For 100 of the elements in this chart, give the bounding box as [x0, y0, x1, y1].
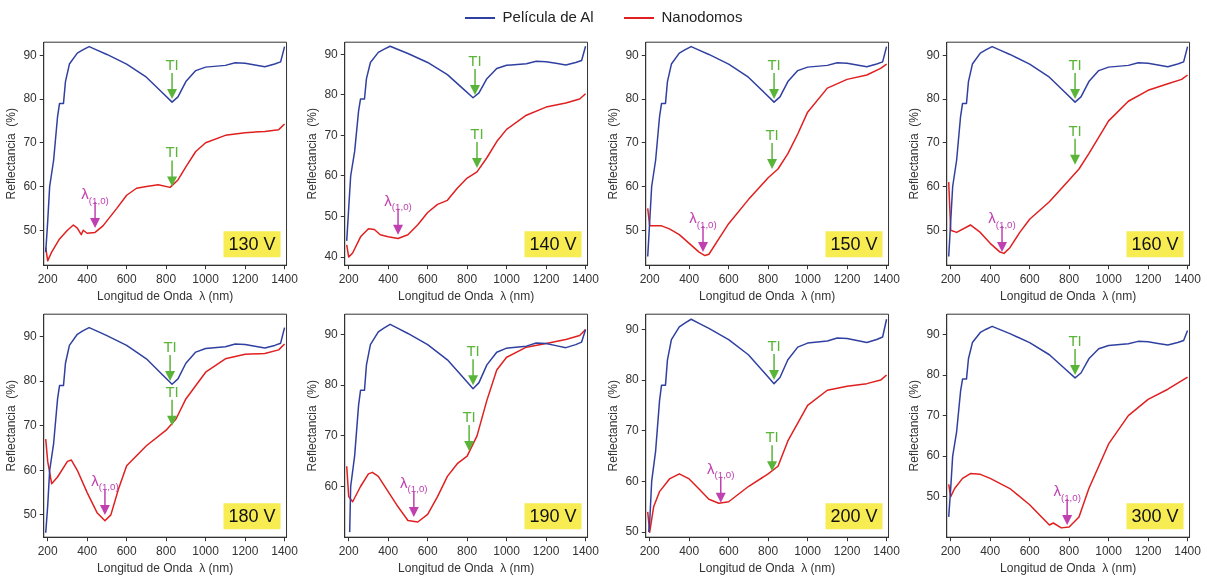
- annotation: 180 V: [228, 506, 276, 527]
- x-axis-title: Longitud de Onda λ (nm): [97, 289, 234, 304]
- x-tick-label: 1200: [833, 543, 861, 558]
- annotation: 200 V: [830, 506, 878, 527]
- x-tick-label: 1400: [271, 271, 299, 286]
- annotation: 140 V: [529, 234, 577, 255]
- y-axis-title: Reflectancia (%): [3, 380, 18, 472]
- y-tick-label: 70: [625, 423, 640, 438]
- x-tick-label: 600: [718, 543, 739, 558]
- x-axis-title: Longitud de Onda λ (nm): [97, 561, 234, 576]
- annotation: TI: [163, 338, 177, 356]
- annotation: TI: [1068, 121, 1082, 139]
- x-tick-label: 1400: [271, 543, 299, 558]
- y-tick-label: 90: [324, 326, 339, 341]
- legend-label: Película de Al: [501, 7, 594, 25]
- y-tick-label: 90: [23, 47, 38, 62]
- y-tick-label: 70: [324, 428, 339, 443]
- x-tick-label: 400: [679, 543, 700, 558]
- x-tick-label: 800: [758, 543, 779, 558]
- y-tick-label: 60: [324, 168, 339, 183]
- x-tick-label: 400: [378, 271, 399, 286]
- x-tick-label: 400: [77, 271, 98, 286]
- x-tick-label: 800: [1059, 271, 1080, 286]
- x-tick-label: 1400: [1174, 543, 1202, 558]
- x-tick-label: 1000: [192, 271, 220, 286]
- annotation: 160 V: [1131, 234, 1179, 255]
- y-tick-label: 60: [625, 178, 640, 193]
- x-axis-title: Longitud de Onda λ (nm): [398, 289, 535, 304]
- annotation: 190 V: [529, 506, 577, 527]
- x-tick-label: 1000: [493, 543, 521, 558]
- x-tick-label: 400: [679, 271, 700, 286]
- x-tick-label: 200: [338, 271, 360, 286]
- x-tick-label: 1000: [794, 271, 822, 286]
- annotation: 300 V: [1131, 506, 1179, 527]
- y-tick-label: 70: [926, 135, 941, 150]
- y-tick-label: 70: [324, 127, 339, 142]
- y-tick-label: 60: [926, 178, 941, 193]
- annotation: TI: [767, 337, 781, 355]
- annotation: TI: [165, 143, 179, 161]
- y-tick-label: 80: [625, 91, 640, 106]
- y-tick-label: 90: [625, 47, 640, 62]
- x-tick-label: 1000: [794, 543, 822, 558]
- y-tick-label: 90: [926, 326, 941, 341]
- x-tick-label: 600: [718, 271, 739, 286]
- y-tick-label: 70: [23, 418, 38, 433]
- x-tick-label: 600: [1019, 543, 1040, 558]
- x-tick-label: 1000: [1095, 271, 1123, 286]
- x-axis-title: Longitud de Onda λ (nm): [398, 561, 535, 576]
- y-axis-title: Reflectancia (%): [605, 380, 620, 472]
- annotation: 130 V: [228, 234, 276, 255]
- x-tick-label: 1000: [1095, 543, 1123, 558]
- x-tick-label: 400: [980, 271, 1001, 286]
- y-tick-label: 60: [926, 448, 941, 463]
- y-tick-label: 80: [625, 372, 640, 387]
- y-tick-label: 80: [926, 91, 941, 106]
- x-axis-title: Longitud de Onda λ (nm): [699, 289, 836, 304]
- x-tick-label: 200: [37, 543, 59, 558]
- x-tick-label: 400: [77, 543, 98, 558]
- x-tick-label: 1200: [1134, 271, 1162, 286]
- annotation: TI: [767, 56, 781, 74]
- y-tick-label: 80: [926, 367, 941, 382]
- x-tick-label: 600: [417, 271, 438, 286]
- x-tick-label: 1400: [1174, 271, 1202, 286]
- y-tick-label: 80: [23, 373, 38, 388]
- annotation: TI: [462, 408, 476, 426]
- x-tick-label: 1400: [873, 543, 901, 558]
- x-tick-label: 200: [338, 543, 360, 558]
- x-tick-label: 1000: [192, 543, 220, 558]
- y-tick-label: 50: [926, 488, 941, 503]
- y-tick-label: 40: [324, 249, 339, 264]
- x-tick-label: 600: [1019, 271, 1040, 286]
- x-tick-label: 200: [940, 271, 962, 286]
- x-tick-label: 1200: [532, 271, 560, 286]
- y-tick-label: 90: [23, 328, 38, 343]
- y-axis-title: Reflectancia (%): [304, 380, 319, 472]
- x-tick-label: 600: [116, 271, 137, 286]
- annotation: TI: [765, 428, 779, 446]
- x-tick-label: 1200: [532, 543, 560, 558]
- y-tick-label: 90: [926, 47, 941, 62]
- x-tick-label: 600: [417, 543, 438, 558]
- y-axis-title: Reflectancia (%): [3, 108, 18, 200]
- x-tick-label: 200: [940, 543, 962, 558]
- x-tick-label: 200: [37, 271, 59, 286]
- y-tick-label: 90: [625, 321, 640, 336]
- x-tick-label: 400: [378, 543, 399, 558]
- x-axis-title: Longitud de Onda λ (nm): [1000, 289, 1137, 304]
- x-tick-label: 800: [156, 543, 177, 558]
- y-axis-title: Reflectancia (%): [605, 108, 620, 200]
- y-tick-label: 50: [23, 222, 38, 237]
- y-tick-label: 70: [926, 407, 941, 422]
- x-tick-label: 1200: [231, 271, 259, 286]
- x-tick-label: 800: [457, 271, 478, 286]
- x-tick-label: 800: [457, 543, 478, 558]
- x-tick-label: 800: [758, 271, 779, 286]
- x-tick-label: 600: [116, 543, 137, 558]
- y-axis-title: Reflectancia (%): [906, 380, 921, 472]
- x-tick-label: 200: [639, 271, 661, 286]
- y-tick-label: 50: [324, 208, 339, 223]
- x-axis-title: Longitud de Onda λ (nm): [1000, 561, 1137, 576]
- y-tick-label: 80: [23, 91, 38, 106]
